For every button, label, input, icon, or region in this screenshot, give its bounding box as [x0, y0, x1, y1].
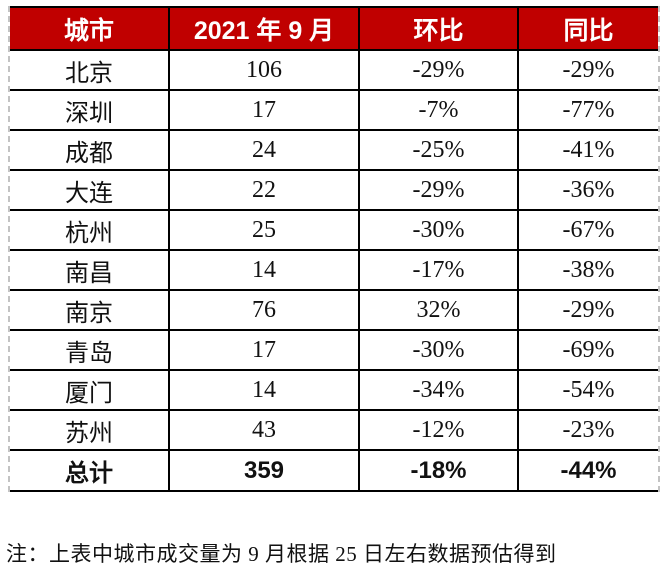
city-cell: 厦门 [10, 369, 170, 411]
volume-cell: 14 [168, 369, 360, 411]
volume-cell: 22 [168, 169, 360, 211]
city-cell: 成都 [10, 129, 170, 171]
mom-cell: -34% [358, 369, 519, 411]
table-body: 北京 106 -29% -29% 深圳 17 -7% -77% 成都 24 -2… [10, 49, 658, 451]
table-row: 厦门 14 -34% -54% [10, 369, 658, 411]
mom-cell: -17% [358, 249, 519, 291]
volume-cell: 43 [168, 409, 360, 451]
volume-cell: 25 [168, 209, 360, 251]
mom-cell: -12% [358, 409, 519, 451]
header-mom: 环比 [358, 6, 519, 51]
yoy-cell: -41% [517, 129, 658, 171]
mom-cell: 32% [358, 289, 519, 331]
city-cell: 杭州 [10, 209, 170, 251]
city-cell: 南京 [10, 289, 170, 331]
city-cell: 大连 [10, 169, 170, 211]
volume-cell: 76 [168, 289, 360, 331]
mom-cell: -7% [358, 89, 519, 131]
total-volume-cell: 359 [168, 449, 360, 492]
table-row: 苏州 43 -12% -23% [10, 409, 658, 451]
header-volume: 2021 年 9 月 [168, 6, 360, 51]
city-sales-table: 城市 2021 年 9 月 环比 同比 北京 106 -29% -29% 深圳 … [10, 6, 658, 492]
city-cell: 南昌 [10, 249, 170, 291]
city-cell: 青岛 [10, 329, 170, 371]
mom-cell: -30% [358, 209, 519, 251]
yoy-cell: -77% [517, 89, 658, 131]
table-header: 城市 2021 年 9 月 环比 同比 [10, 6, 658, 51]
mom-cell: -29% [358, 49, 519, 91]
mom-cell: -30% [358, 329, 519, 371]
yoy-cell: -29% [517, 289, 658, 331]
table-row: 青岛 17 -30% -69% [10, 329, 658, 371]
header-city: 城市 [10, 6, 170, 51]
total-mom-cell: -18% [358, 449, 519, 492]
footnote: 注：上表中城市成交量为 9 月根据 25 日左右数据预估得到 [6, 542, 557, 566]
table-row: 南京 76 32% -29% [10, 289, 658, 331]
yoy-cell: -69% [517, 329, 658, 371]
mom-cell: -29% [358, 169, 519, 211]
yoy-cell: -36% [517, 169, 658, 211]
yoy-cell: -67% [517, 209, 658, 251]
total-row: 总计 359 -18% -44% [10, 449, 658, 492]
header-row: 城市 2021 年 9 月 环比 同比 [10, 6, 658, 51]
total-yoy-cell: -44% [517, 449, 658, 492]
yoy-cell: -54% [517, 369, 658, 411]
volume-cell: 24 [168, 129, 360, 171]
yoy-cell: -38% [517, 249, 658, 291]
city-sales-table-frame: 城市 2021 年 9 月 环比 同比 北京 106 -29% -29% 深圳 … [8, 6, 660, 492]
table-row: 南昌 14 -17% -38% [10, 249, 658, 291]
table-footer: 总计 359 -18% -44% [10, 449, 658, 492]
city-cell: 苏州 [10, 409, 170, 451]
table-row: 深圳 17 -7% -77% [10, 89, 658, 131]
header-yoy: 同比 [517, 6, 658, 51]
table-row: 杭州 25 -30% -67% [10, 209, 658, 251]
volume-cell: 106 [168, 49, 360, 91]
city-cell: 北京 [10, 49, 170, 91]
volume-cell: 17 [168, 89, 360, 131]
table-row: 大连 22 -29% -36% [10, 169, 658, 211]
total-label-cell: 总计 [10, 449, 170, 492]
city-cell: 深圳 [10, 89, 170, 131]
mom-cell: -25% [358, 129, 519, 171]
volume-cell: 17 [168, 329, 360, 371]
yoy-cell: -29% [517, 49, 658, 91]
volume-cell: 14 [168, 249, 360, 291]
yoy-cell: -23% [517, 409, 658, 451]
table-row: 成都 24 -25% -41% [10, 129, 658, 171]
table-row: 北京 106 -29% -29% [10, 49, 658, 91]
